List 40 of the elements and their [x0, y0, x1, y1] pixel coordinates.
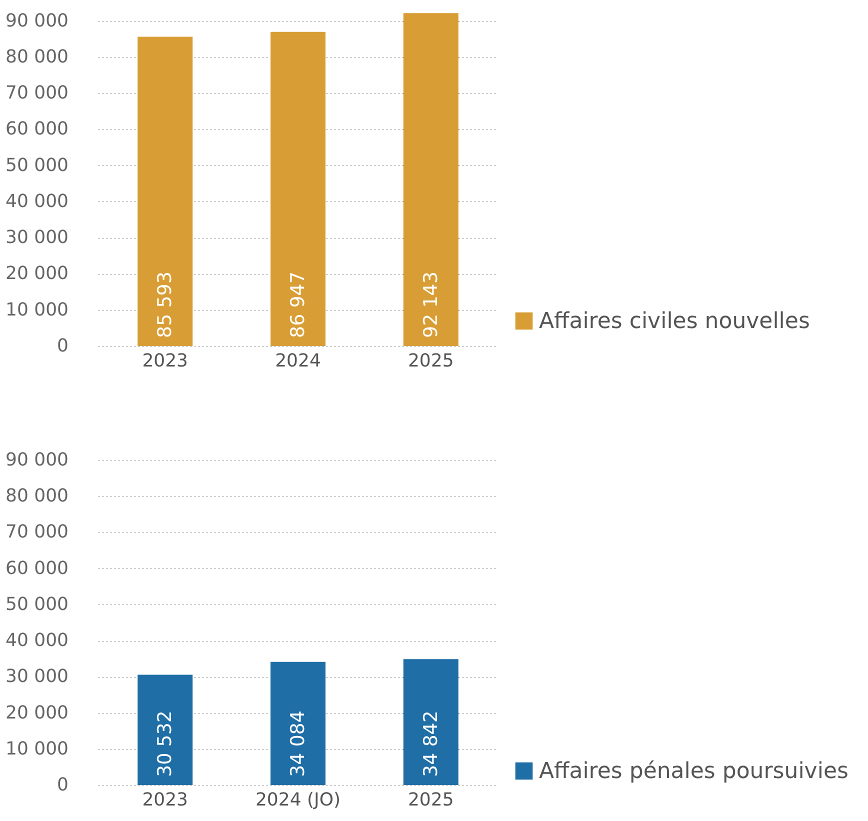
y-tick-label: 70 000 [6, 82, 68, 104]
legend-label: Affaires pénales poursuivies [539, 759, 848, 784]
bar [403, 13, 458, 346]
y-tick-label: 90 000 [6, 10, 68, 32]
bar [403, 659, 458, 785]
x-tick-label: 2025 [408, 790, 454, 810]
data-label: 85 593 [154, 272, 176, 338]
y-tick-label: 10 000 [6, 738, 68, 760]
y-tick-label: 50 000 [6, 594, 68, 615]
bar [138, 36, 193, 346]
data-label: 34 842 [420, 710, 442, 777]
bar [270, 32, 326, 346]
y-tick-label: 20 000 [6, 702, 68, 724]
bar [270, 662, 326, 785]
y-tick-label: 90 000 [6, 450, 68, 470]
y-tick-label: 20 000 [6, 263, 68, 284]
y-tick-label: 80 000 [6, 486, 68, 507]
y-tick-label: 70 000 [6, 522, 68, 543]
legend-label: Affaires civiles nouvelles [539, 309, 810, 334]
y-tick-label: 40 000 [6, 190, 68, 212]
x-tick-label: 2024 [275, 350, 321, 372]
data-label: 92 143 [420, 272, 442, 338]
y-tick-label: 0 [57, 774, 68, 796]
y-tick-label: 60 000 [6, 118, 68, 140]
x-tick-label: 2023 [142, 350, 188, 372]
y-tick-label: 30 000 [6, 666, 68, 688]
y-tick-label: 0 [57, 336, 68, 356]
y-tick-label: 40 000 [6, 630, 68, 652]
x-tick-label: 2024 (JO) [255, 790, 341, 810]
data-label: 86 947 [287, 272, 309, 338]
bar [138, 674, 193, 785]
data-label: 34 084 [287, 710, 309, 777]
data-label: 30 532 [154, 710, 176, 777]
x-tick-label: 2025 [408, 350, 454, 372]
x-tick-label: 2023 [142, 790, 188, 810]
y-tick-label: 60 000 [6, 558, 68, 579]
y-tick-label: 50 000 [6, 154, 68, 176]
y-tick-label: 10 000 [6, 299, 68, 320]
y-tick-label: 30 000 [6, 227, 68, 248]
y-tick-label: 80 000 [6, 46, 68, 68]
